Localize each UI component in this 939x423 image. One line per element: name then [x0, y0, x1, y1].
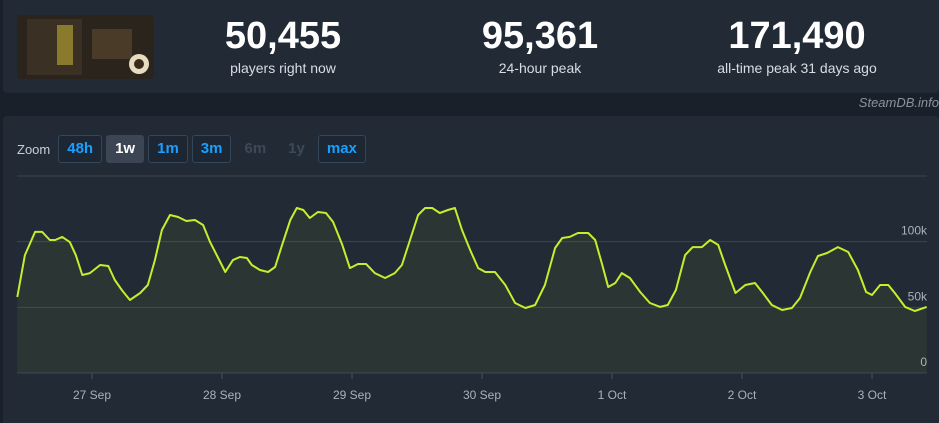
x-tick-label: 2 Oct: [728, 388, 757, 402]
x-tick-label: 30 Sep: [463, 388, 501, 402]
zoom-button[interactable]: max: [317, 135, 366, 163]
y-tick-label: 50k: [908, 289, 928, 303]
zoom-button[interactable]: 1m: [148, 135, 188, 163]
zoom-button: 1y: [288, 140, 305, 157]
x-tick-label: 28 Sep: [203, 388, 241, 402]
x-tick-label: 29 Sep: [333, 388, 371, 402]
stat-value: 95,361: [481, 15, 599, 57]
zoom-button[interactable]: 1w: [106, 135, 145, 163]
zoom-button: 6m: [244, 140, 267, 157]
y-tick-label: 0: [920, 355, 927, 369]
stat-value: 50,455: [224, 15, 342, 57]
stat: 171,490 all-time peak 31 days ago: [677, 14, 917, 78]
x-tick-label: 1 Oct: [598, 388, 627, 402]
stat-value: 171,490: [728, 15, 866, 57]
zoom-button[interactable]: 48h: [58, 135, 103, 163]
stat-label: all-time peak 31 days ago: [717, 60, 877, 76]
stat: 95,361 24-hour peak: [420, 14, 660, 78]
x-tick-label: 3 Oct: [858, 388, 887, 402]
zoom-label: Zoom: [17, 141, 51, 157]
stats-panel: 50,455 players right now 95,361 24-hour pe…: [3, 0, 939, 93]
stat-label: players right now: [230, 60, 336, 76]
chart-panel: Zoom 48h 1w 1m 3m 6m 1y max: [3, 116, 939, 423]
y-tick-label: 100k: [901, 224, 928, 238]
player-line: [16, 207, 928, 312]
game-thumbnail: [17, 15, 154, 79]
zoom-bar: Zoom 48h 1w 1m 3m 6m 1y max: [17, 135, 366, 163]
area-fill: [17, 208, 927, 373]
stat-label: 24-hour peak: [498, 60, 582, 76]
stat: 50,455 players right now: [163, 14, 403, 78]
x-tick-label: 27 Sep: [73, 388, 111, 402]
zoom-button[interactable]: 3m: [191, 135, 232, 163]
watermark: SteamDB.info: [858, 95, 939, 110]
